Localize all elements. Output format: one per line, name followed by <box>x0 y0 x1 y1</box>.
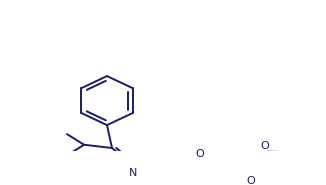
Text: N: N <box>129 168 137 178</box>
Text: O: O <box>196 149 204 159</box>
Text: O: O <box>246 176 255 185</box>
Text: O: O <box>260 141 269 151</box>
